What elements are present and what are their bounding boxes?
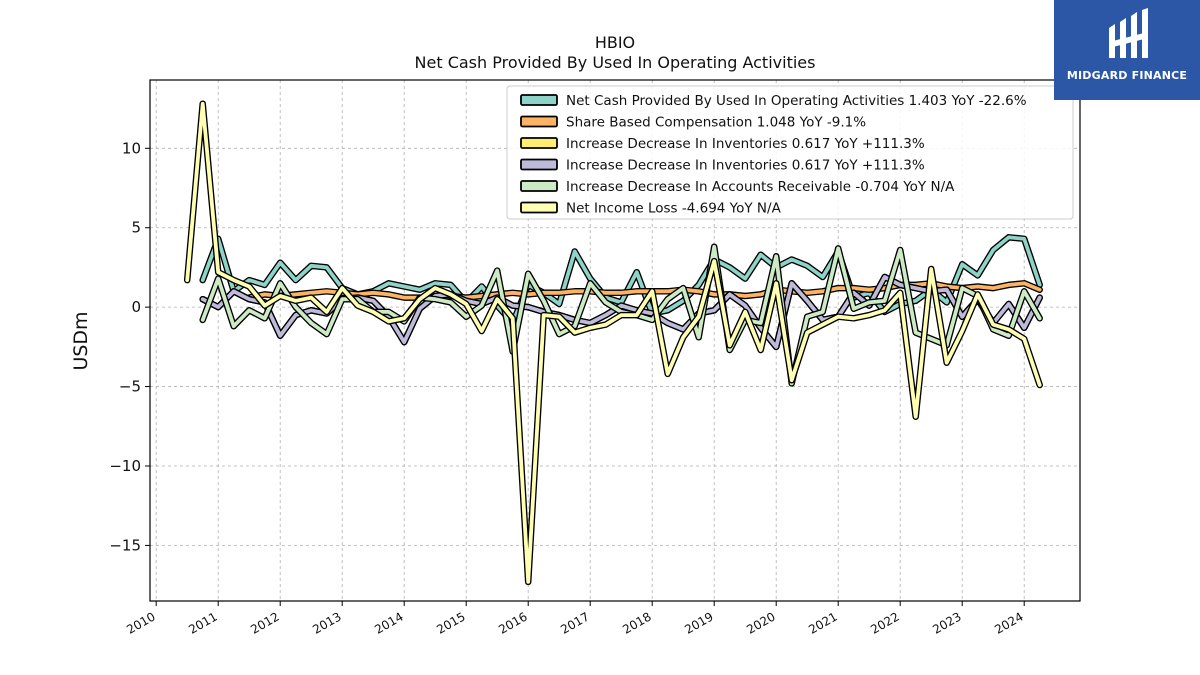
y-tick-label: 5 bbox=[131, 219, 141, 237]
legend-swatch bbox=[520, 137, 558, 149]
x-tick-label: 2020 bbox=[744, 609, 777, 636]
legend-swatch bbox=[520, 158, 558, 171]
plot-frame bbox=[149, 79, 1081, 602]
x-tick-label: 2024 bbox=[992, 609, 1025, 636]
y-tick-label: −10 bbox=[109, 457, 141, 475]
x-tick-label: 2022 bbox=[868, 609, 901, 636]
legend-item: Share Based Compensation 1.048 YoY -9.1% bbox=[520, 115, 866, 131]
legend-label: Share Based Compensation 1.048 YoY -9.1% bbox=[566, 115, 866, 131]
legend-swatch bbox=[520, 180, 558, 192]
legend-item: Increase Decrease In Accounts Receivable… bbox=[520, 179, 955, 195]
legend-item: Net Income Loss -4.694 YoY N/A bbox=[520, 201, 782, 217]
y-tick-label: 10 bbox=[122, 139, 141, 157]
legend-item: Increase Decrease In Inventories 0.617 Y… bbox=[520, 158, 925, 174]
legend-swatch bbox=[520, 201, 558, 214]
legend-label: Net Cash Provided By Used In Operating A… bbox=[566, 93, 1027, 109]
chart-subtitle: Net Cash Provided By Used In Operating A… bbox=[415, 53, 816, 72]
x-tick-label: 2023 bbox=[930, 609, 963, 636]
legend-label: Increase Decrease In Inventories 0.617 Y… bbox=[566, 158, 925, 174]
y-axis-label: USDm bbox=[70, 311, 92, 370]
x-tick-label: 2011 bbox=[186, 609, 219, 636]
midgard-finance-logo: MIDGARD FINANCE bbox=[1054, 0, 1200, 100]
x-tick-label: 2021 bbox=[806, 609, 839, 636]
legend-label: Net Income Loss -4.694 YoY N/A bbox=[566, 201, 782, 217]
series-line bbox=[185, 101, 1042, 584]
x-tick-label: 2014 bbox=[372, 609, 405, 636]
logo-text: MIDGARD FINANCE bbox=[1066, 69, 1188, 82]
x-tick-label: 2016 bbox=[496, 609, 529, 636]
legend: Net Cash Provided By Used In Operating A… bbox=[506, 85, 1074, 220]
series-lines bbox=[183, 100, 1043, 586]
legend-item: Net Cash Provided By Used In Operating A… bbox=[520, 93, 1027, 109]
legend-label: Increase Decrease In Accounts Receivable… bbox=[566, 179, 955, 195]
series-6 bbox=[183, 100, 1043, 586]
x-tick-label: 2010 bbox=[124, 609, 157, 636]
chart-title: HBIO bbox=[595, 33, 635, 52]
x-tick-label: 2017 bbox=[558, 609, 591, 636]
x-tick-label: 2012 bbox=[248, 609, 281, 636]
legend-item: Increase Decrease In Inventories 0.617 Y… bbox=[520, 136, 925, 152]
y-tick-label: 0 bbox=[131, 298, 141, 316]
legend-swatch bbox=[520, 115, 558, 128]
legend-label: Increase Decrease In Inventories 0.617 Y… bbox=[566, 136, 925, 152]
y-tick-label: −15 bbox=[109, 536, 141, 554]
logo-mark-icon bbox=[1109, 8, 1148, 58]
x-tick-label: 2015 bbox=[434, 609, 467, 636]
x-tick-label: 2019 bbox=[682, 609, 715, 636]
legend-frame bbox=[506, 85, 1074, 220]
x-tick-label: 2013 bbox=[310, 609, 343, 636]
legend-swatch bbox=[520, 94, 558, 106]
x-tick-label: 2018 bbox=[620, 609, 653, 636]
y-tick-label: −5 bbox=[119, 378, 141, 396]
